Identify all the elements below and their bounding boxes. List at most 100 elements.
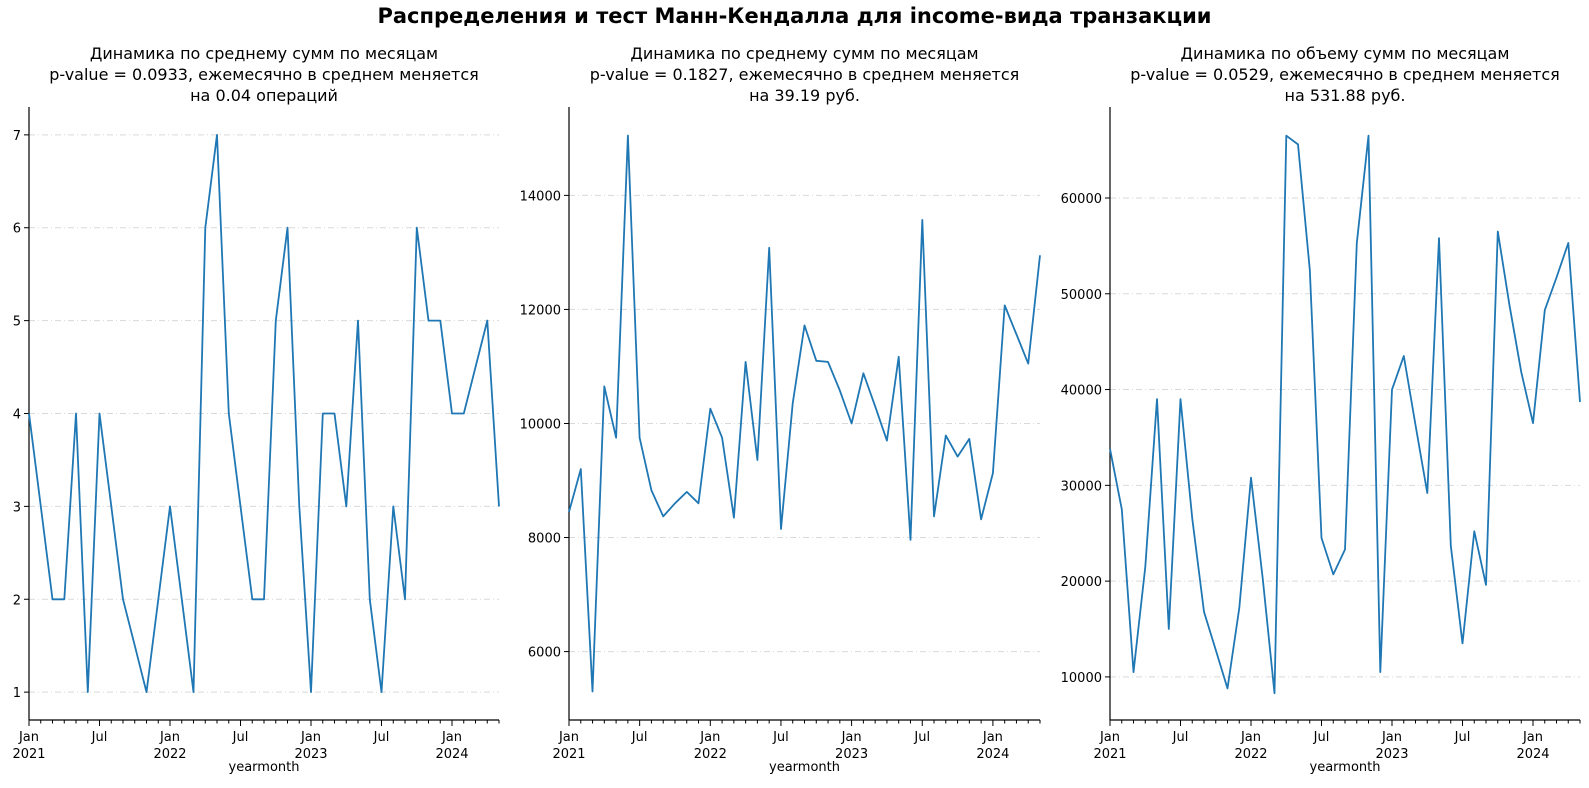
data-point [1285,135,1287,137]
data-point [792,403,794,405]
data-point [1473,531,1475,533]
data-point [428,320,430,322]
data-point [592,691,594,693]
data-point [334,413,336,415]
data-point [251,598,253,600]
y-tick-label: 60000 [1061,192,1102,207]
x-axis-label: yearmonth [229,760,300,775]
x-tick-label: Jan [699,730,720,745]
y-tick-label: 6000 [528,646,561,661]
data-point [416,227,418,229]
y-tick-label: 50000 [1061,288,1102,303]
data-point [1356,242,1358,244]
data-point [134,645,136,647]
data-point [757,459,759,461]
x-tick-label: Jul [373,730,390,745]
x-tick-label-year: 2021 [1093,747,1126,762]
data-point [75,413,77,415]
data-point [945,435,947,437]
data-point [1309,269,1311,271]
data-point [957,456,959,458]
x-tick-label-year: 2023 [1375,747,1408,762]
data-point [721,437,723,439]
x-tick-label: Jul [232,730,249,745]
x-tick-label-year: 2024 [1516,747,1549,762]
data-point [1567,242,1569,244]
x-tick-label: Jan [1522,730,1543,745]
data-point [1016,334,1018,336]
x-tick-label: Jul [913,730,930,745]
panel-title-line: Динамика по среднему сумм по месяцам [630,44,978,63]
data-point [1203,611,1205,613]
data-point [1297,144,1299,146]
x-tick-label: Jan [982,730,1003,745]
x-tick-label-year: 2021 [12,747,45,762]
data-point [287,227,289,229]
y-tick-label: 14000 [520,189,561,204]
data-point [886,440,888,442]
data-point [898,356,900,358]
x-tick-label: Jan [1240,730,1261,745]
data-point [263,598,265,600]
data-point [357,320,359,322]
data-point [627,135,629,137]
x-axis-label: yearmonth [769,760,840,775]
data-point [122,598,124,600]
data-point [146,691,148,693]
data-point [1133,671,1135,673]
data-point [498,506,500,508]
x-tick-label: Jan [1099,730,1120,745]
data-point [710,408,712,410]
data-point [1497,231,1499,233]
y-tick-label: 1 [13,686,21,701]
data-point [1039,254,1041,256]
y-tick-label: 30000 [1061,479,1102,494]
data-point [921,219,923,221]
data-point [1438,237,1440,239]
x-tick-label-year: 2021 [552,747,585,762]
data-point [1368,135,1370,137]
x-tick-label-year: 2023 [835,747,868,762]
data-point [392,506,394,508]
data-point [1344,549,1346,551]
y-tick-label: 7 [13,129,21,144]
data-point [1321,537,1323,539]
x-tick-label-year: 2023 [294,747,327,762]
data-point [1144,566,1146,568]
data-point [1004,305,1006,307]
data-point [99,413,101,415]
panel-title-line: на 0.04 операций [190,86,338,105]
data-point [110,506,112,508]
data-point [63,598,65,600]
data-point [463,413,465,415]
x-axis-label: yearmonth [1310,760,1381,775]
data-point [1379,671,1381,673]
data-point [768,247,770,249]
y-tick-label: 10000 [1061,671,1102,686]
x-tick-label: Jul [1454,730,1471,745]
series-line [568,134,1041,693]
x-tick-label: Jan [18,730,39,745]
x-tick-label: Jul [91,730,108,745]
y-tick-label: 8000 [528,532,561,547]
data-point [310,691,312,693]
data-point [369,598,371,600]
x-tick-label-year: 2022 [153,747,186,762]
data-point [698,503,700,505]
data-point [1450,545,1452,547]
data-point [933,516,935,518]
x-tick-label: Jul [772,730,789,745]
data-point [193,691,195,693]
data-point [451,413,453,415]
data-point [568,511,570,513]
data-point [1109,448,1111,450]
data-point [181,598,183,600]
data-point [1168,628,1170,630]
x-tick-label-year: 2024 [435,747,468,762]
data-point [639,437,641,439]
data-point [651,489,653,491]
data-point [1262,578,1264,580]
y-tick-label: 2 [13,593,21,608]
data-point [40,506,42,508]
